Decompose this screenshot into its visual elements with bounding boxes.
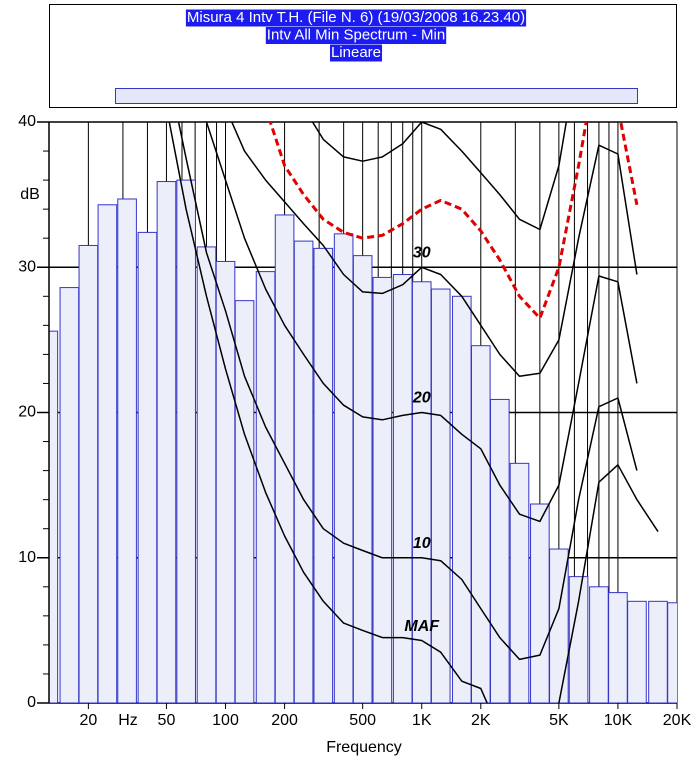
x-tick-label: 200 <box>271 712 298 729</box>
bar <box>255 271 276 703</box>
curve <box>168 122 659 703</box>
bar <box>372 276 393 703</box>
bar <box>293 240 314 703</box>
bar <box>97 204 118 703</box>
y-tick-label: 0 <box>27 694 36 711</box>
bar <box>352 255 373 703</box>
title-line: Misura 4 Intv T.H. (File N. 6) (19/03/20… <box>187 9 525 26</box>
bar <box>156 181 177 703</box>
bar <box>49 330 59 703</box>
bar <box>470 345 491 703</box>
bar <box>608 592 628 703</box>
bar <box>313 247 334 703</box>
bar <box>196 246 217 703</box>
x-tick-label: 1K <box>412 712 432 729</box>
x-tick-label: 50 <box>158 712 176 729</box>
title-line: Lineare <box>331 44 381 61</box>
level-bar <box>115 88 638 104</box>
bar <box>59 287 80 703</box>
bar <box>430 288 451 703</box>
bar <box>137 231 158 703</box>
bar <box>667 602 677 703</box>
x-tick-label: 100 <box>212 712 239 729</box>
bar <box>451 295 472 703</box>
x-unit-label: Hz <box>118 712 138 729</box>
curve-layer <box>168 122 659 703</box>
y-tick-label: 40 <box>18 113 36 130</box>
bar <box>648 600 668 703</box>
bar <box>117 198 137 703</box>
bar <box>489 398 510 703</box>
curve-label: 10 <box>413 535 431 552</box>
curve <box>205 122 638 523</box>
x-tick-label: 2K <box>471 712 491 729</box>
curve <box>177 122 638 661</box>
bar-layer <box>49 179 677 703</box>
title-line: Intv All Min Spectrum - Min <box>267 26 445 43</box>
x-tick-label: 20 <box>79 712 97 729</box>
x-axis-label: Frequency <box>326 739 402 756</box>
title-highlight <box>265 27 447 44</box>
curve-label: 30 <box>413 244 431 261</box>
bar <box>530 503 550 703</box>
curve-label: 20 <box>412 390 431 407</box>
title-group: Misura 4 Intv T.H. (File N. 6) (19/03/20… <box>185 9 527 62</box>
axis-layer: 0 10 20 30 40 20 50 100 200 500 1K 2K 5K 10K 20K MAF 10 2… <box>18 113 691 729</box>
title-highlight <box>185 9 527 27</box>
bar <box>176 179 196 703</box>
y-tick-label: 20 <box>18 404 36 421</box>
bar <box>78 244 99 703</box>
y-tick-label: 30 <box>18 258 36 275</box>
bar <box>627 600 647 703</box>
x-tick-label: 5K <box>549 712 569 729</box>
x-tick-label: 500 <box>349 712 376 729</box>
bar <box>509 462 530 703</box>
bar <box>274 214 295 703</box>
bar <box>215 260 236 703</box>
y-axis-label: dB <box>20 186 40 203</box>
bar <box>333 233 354 703</box>
bar <box>589 586 609 703</box>
curve-label: MAF <box>404 618 440 635</box>
y-tick-label: 10 <box>18 549 36 566</box>
curve <box>231 122 638 377</box>
title-highlight <box>329 44 383 62</box>
bar <box>234 300 255 703</box>
x-tick-label: 10K <box>604 712 633 729</box>
curve <box>311 122 568 231</box>
bar <box>568 576 589 703</box>
x-tick-label: 20K <box>663 712 692 729</box>
